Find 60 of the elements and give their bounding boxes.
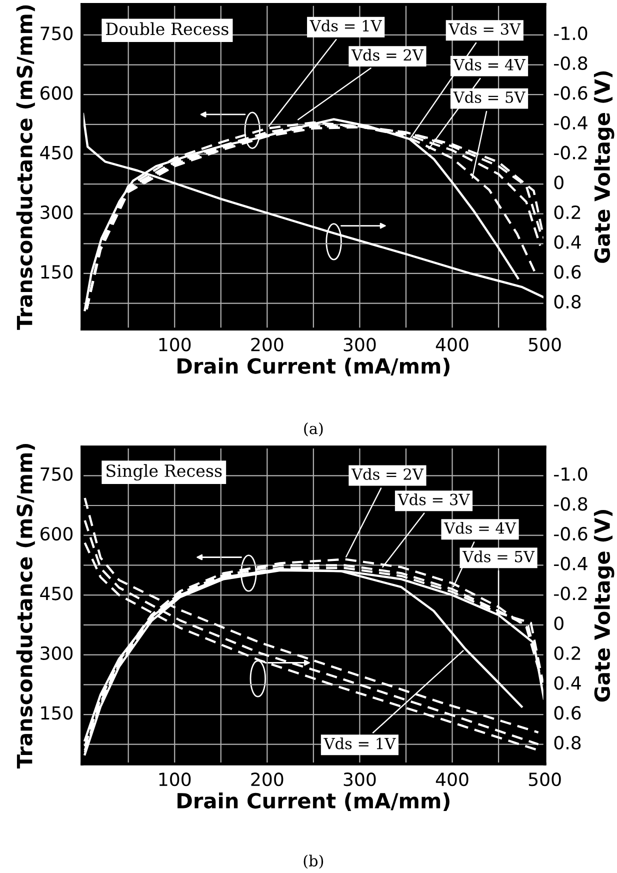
- x-tick-label: 200: [251, 338, 284, 352]
- y2-tick-label: 0.6: [554, 706, 581, 720]
- text: (b): [304, 854, 324, 869]
- annotation: Vds = 3V: [398, 493, 470, 506]
- y2-tick-label: -1.0: [554, 26, 588, 40]
- annotation: Vds = 3V: [448, 22, 521, 35]
- y2-tick-label: -0.4: [554, 116, 588, 130]
- y2-tick-label: -1.0: [554, 467, 588, 481]
- y2-tick-label: -0.8: [554, 56, 588, 70]
- annotation: Vds = 1V: [324, 737, 396, 750]
- y-tick-label: 300: [40, 205, 73, 220]
- x-tick-label: 300: [344, 338, 376, 352]
- x-tick-label: 100: [159, 338, 191, 352]
- y2-tick-label: -0.4: [554, 556, 588, 570]
- y-tick-label: 450: [40, 146, 73, 160]
- x-tick-label: 300: [344, 772, 376, 786]
- annotation: Vds = 5V: [462, 550, 535, 562]
- text: Single Recess: [106, 464, 222, 481]
- y2-axis-title: Gate Voltage (V): [594, 71, 614, 263]
- y-tick-label: 750: [40, 467, 73, 481]
- y2-tick-label: 0.6: [554, 265, 581, 279]
- y2-tick-label: 0.2: [554, 646, 580, 660]
- x-tick-label: 400: [436, 338, 468, 352]
- y-tick-label: 750: [40, 26, 73, 40]
- y2-tick-label: 0.8: [554, 294, 581, 309]
- y2-tick-label: 0: [554, 176, 564, 190]
- y2-tick-label: 0.2: [554, 205, 580, 220]
- y-tick-label: 300: [40, 646, 73, 660]
- y-tick-label: 150: [41, 706, 73, 720]
- x-tick-label: 400: [436, 772, 468, 786]
- x-tick-label: 500: [528, 772, 561, 786]
- y2-tick-label: -0.8: [554, 497, 588, 511]
- annotation: Vds = 1V: [310, 20, 382, 32]
- annotation: Vds = 4V: [453, 58, 526, 70]
- y2-tick-label: -0.2: [554, 146, 587, 160]
- y2-tick-label: 0.8: [554, 736, 581, 750]
- annotation: Vds = 5V: [453, 91, 526, 103]
- x-tick-label: 500: [528, 338, 561, 352]
- y2-tick-label: 0.4: [554, 676, 581, 690]
- y-tick-label: 600: [40, 526, 73, 541]
- annotation: Vds = 2V: [351, 468, 424, 480]
- y2-tick-label: -0.6: [554, 86, 588, 100]
- y-tick-label: 450: [40, 586, 73, 600]
- y2-tick-label: 0.4: [554, 235, 581, 249]
- annotation: Vds = 2V: [351, 48, 424, 61]
- annotation: Vds = 4V: [444, 522, 516, 534]
- y-tick-label: 600: [40, 86, 73, 100]
- x-axis-title: Drain Current (mA/mm): [178, 358, 450, 376]
- y-axis-title: Transconductance (mS/mm): [16, 444, 35, 769]
- text: Double Recess: [106, 22, 228, 36]
- y-tick-label: 150: [41, 265, 73, 279]
- x-tick-label: 100: [159, 772, 191, 786]
- text: (a): [304, 422, 323, 436]
- y2-axis-title: Gate Voltage (V): [594, 510, 614, 702]
- x-axis-title: Drain Current (mA/mm): [178, 792, 450, 812]
- y-axis-title: Transconductance (mS/mm): [16, 5, 35, 330]
- y2-tick-label: -0.2: [554, 586, 587, 600]
- x-tick-label: 200: [251, 772, 284, 786]
- y2-tick-label: 0: [554, 616, 564, 630]
- y2-tick-label: -0.6: [554, 526, 588, 541]
